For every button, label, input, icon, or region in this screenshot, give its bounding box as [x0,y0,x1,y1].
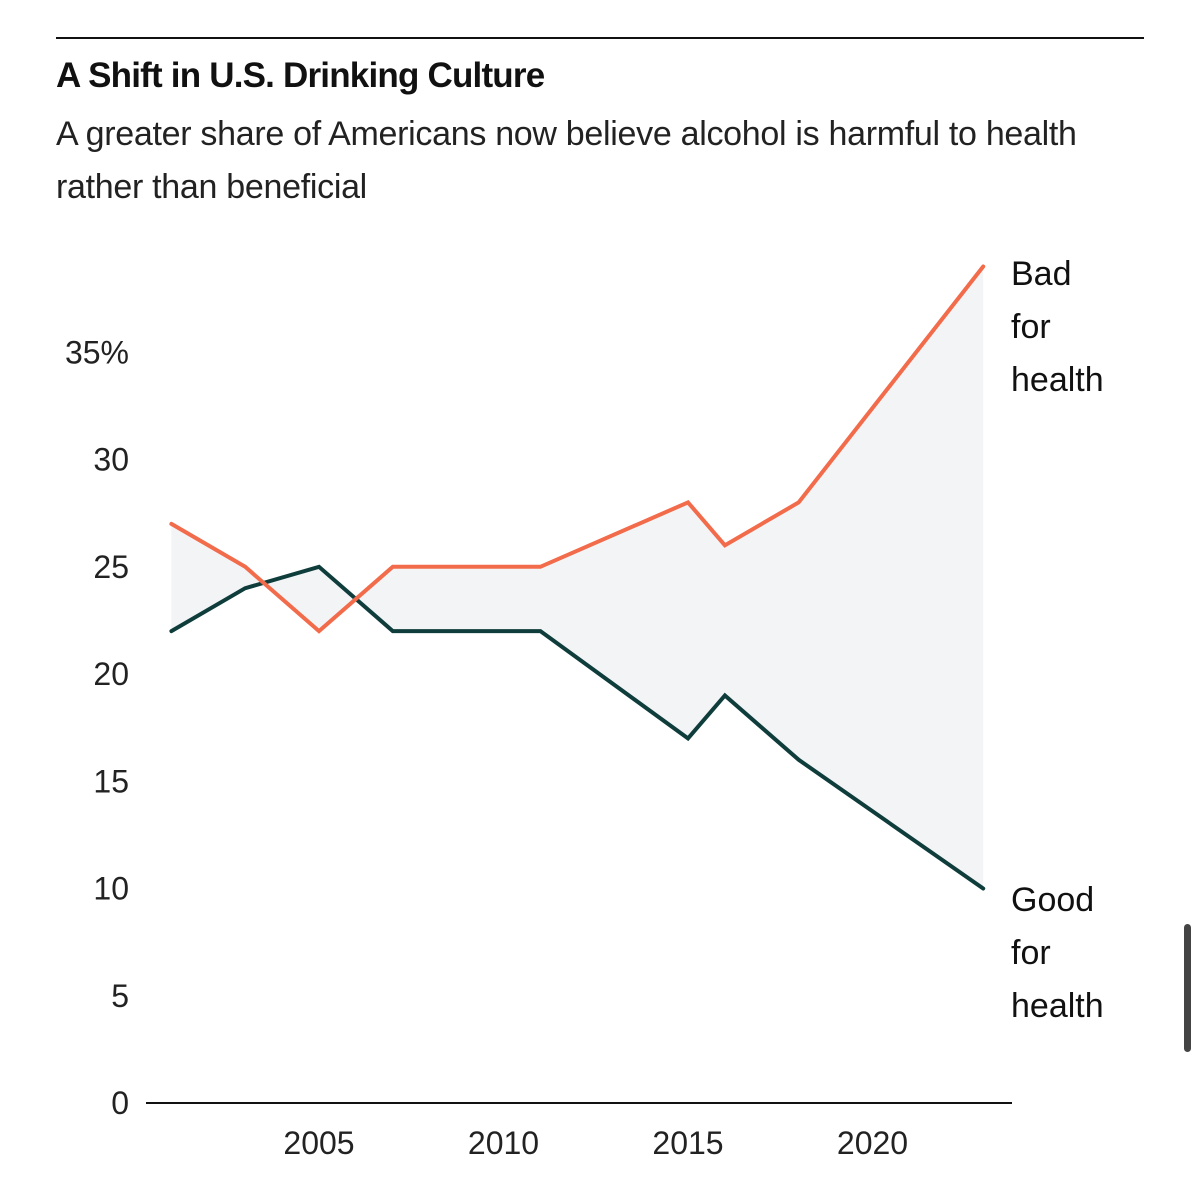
chart-subtitle: A greater share of Americans now believe… [56,115,1077,206]
y-tick-label: 0 [111,1085,129,1121]
y-tick-label: 10 [93,871,129,907]
series-line-bad-for-health [169,264,986,634]
series-label-line: health [1011,361,1104,399]
series-label-good-for-health: Good for health [1011,881,1104,1025]
series-label-bad-for-health: Bad for health [1011,255,1104,399]
scroll-indicator[interactable] [1184,924,1191,1052]
gap-area-layer [171,266,984,889]
series-line-good-for-health [169,564,986,891]
y-tick-label: 35% [65,334,129,370]
series-label-line: Bad [1011,255,1072,293]
chart-title: A Shift in U.S. Drinking Culture [56,56,545,95]
y-tick-label: 30 [93,442,129,478]
series-label-layer: Bad for health Good for health [1011,255,1104,1025]
x-axis-ticks: 2005 2010 2015 2020 [283,1125,908,1161]
gap-area [171,266,984,889]
x-tick-label: 2005 [283,1125,354,1161]
x-tick-label: 2015 [652,1125,723,1161]
series-label-line: for [1011,308,1051,346]
x-tick-label: 2010 [468,1125,539,1161]
series-label-line: for [1011,934,1051,972]
y-tick-label: 5 [111,978,129,1014]
series-label-line: Good [1011,881,1094,919]
y-tick-label: 15 [93,763,129,799]
series-label-line: health [1011,987,1104,1025]
y-tick-label: 25 [93,549,129,585]
y-tick-label: 20 [93,656,129,692]
y-axis-ticks: 0 5 10 15 20 25 30 35% [65,334,129,1121]
x-tick-label: 2020 [837,1125,908,1161]
top-rule [56,37,1144,39]
series-layer [169,264,986,891]
